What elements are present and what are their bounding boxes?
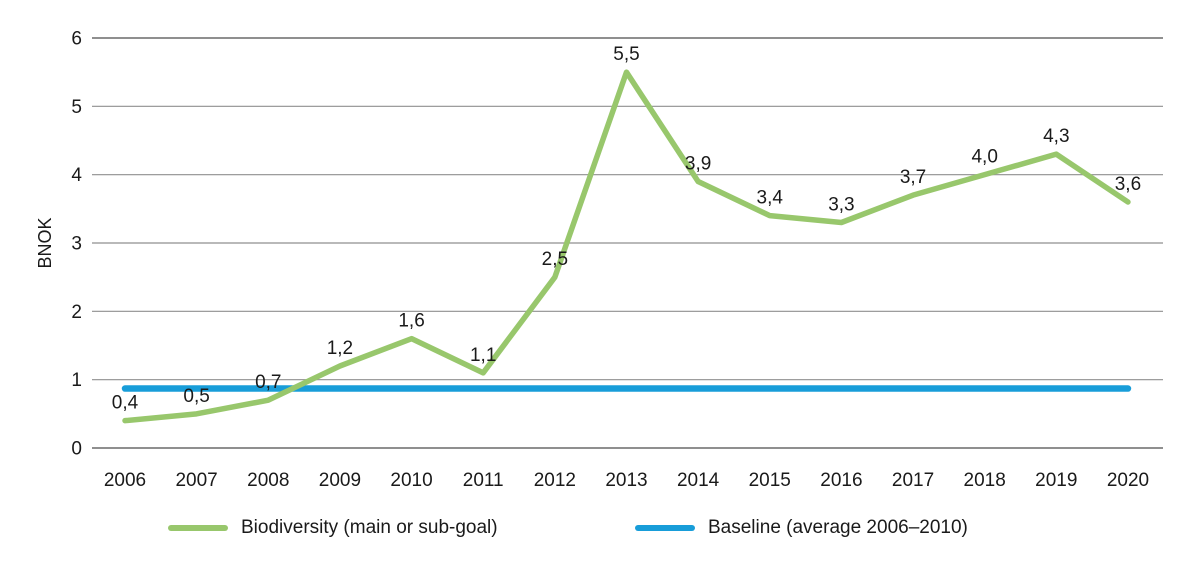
data-label-2011: 1,1	[470, 345, 496, 366]
legend-label-biodiversity: Biodiversity (main or sub-goal)	[241, 517, 498, 538]
data-label-2007: 0,5	[183, 386, 209, 407]
x-tick-label-2013: 2013	[605, 470, 647, 491]
data-label-2015: 3,4	[757, 188, 784, 209]
y-tick-label-6: 6	[71, 29, 82, 50]
x-tick-label-2015: 2015	[749, 470, 791, 491]
data-label-2006: 0,4	[112, 393, 139, 414]
x-tick-label-2012: 2012	[534, 470, 576, 491]
y-tick-label-3: 3	[71, 234, 82, 255]
biodiversity-line-swatch	[168, 525, 228, 531]
data-label-2019: 4,3	[1043, 126, 1069, 147]
x-tick-label-2008: 2008	[247, 470, 289, 491]
x-tick-label-2006: 2006	[104, 470, 146, 491]
x-tick-label-2019: 2019	[1035, 470, 1077, 491]
x-tick-label-2016: 2016	[820, 470, 862, 491]
x-tick-label-2018: 2018	[964, 470, 1006, 491]
x-tick-label-2010: 2010	[390, 470, 432, 491]
data-label-2016: 3,3	[828, 195, 854, 216]
biodiversity-line	[122, 69, 1131, 424]
data-label-2014: 3,9	[685, 154, 711, 175]
legend-label-baseline: Baseline (average 2006–2010)	[708, 517, 968, 538]
baseline-line-swatch	[635, 525, 695, 531]
data-label-2012: 2,5	[542, 249, 568, 270]
y-tick-label-0: 0	[71, 439, 82, 460]
y-tick-label-1: 1	[71, 370, 82, 391]
legend-item-baseline: Baseline (average 2006–2010)	[635, 517, 968, 539]
y-tick-label-5: 5	[71, 97, 82, 118]
data-label-2009: 1,2	[327, 338, 353, 359]
x-tick-label-2011: 2011	[463, 470, 504, 491]
y-tick-label-2: 2	[71, 302, 82, 323]
x-tick-label-2017: 2017	[892, 470, 934, 491]
legend-item-biodiversity: Biodiversity (main or sub-goal)	[168, 517, 498, 539]
data-label-2008: 0,7	[255, 372, 281, 393]
data-label-2018: 4,0	[971, 147, 997, 168]
data-label-2013: 5,5	[613, 44, 639, 65]
y-tick-label-4: 4	[71, 165, 82, 186]
data-label-2017: 3,7	[900, 167, 926, 188]
data-label-2010: 1,6	[398, 311, 424, 332]
x-tick-label-2009: 2009	[319, 470, 361, 491]
y-axis-title: BNOK	[35, 217, 55, 268]
x-tick-label-2014: 2014	[677, 470, 720, 491]
chart-legend: Biodiversity (main or sub-goal) Baseline…	[0, 517, 1198, 539]
x-tick-label-2020: 2020	[1107, 470, 1149, 491]
x-tick-label-2007: 2007	[175, 470, 217, 491]
data-label-2020: 3,6	[1115, 174, 1141, 195]
